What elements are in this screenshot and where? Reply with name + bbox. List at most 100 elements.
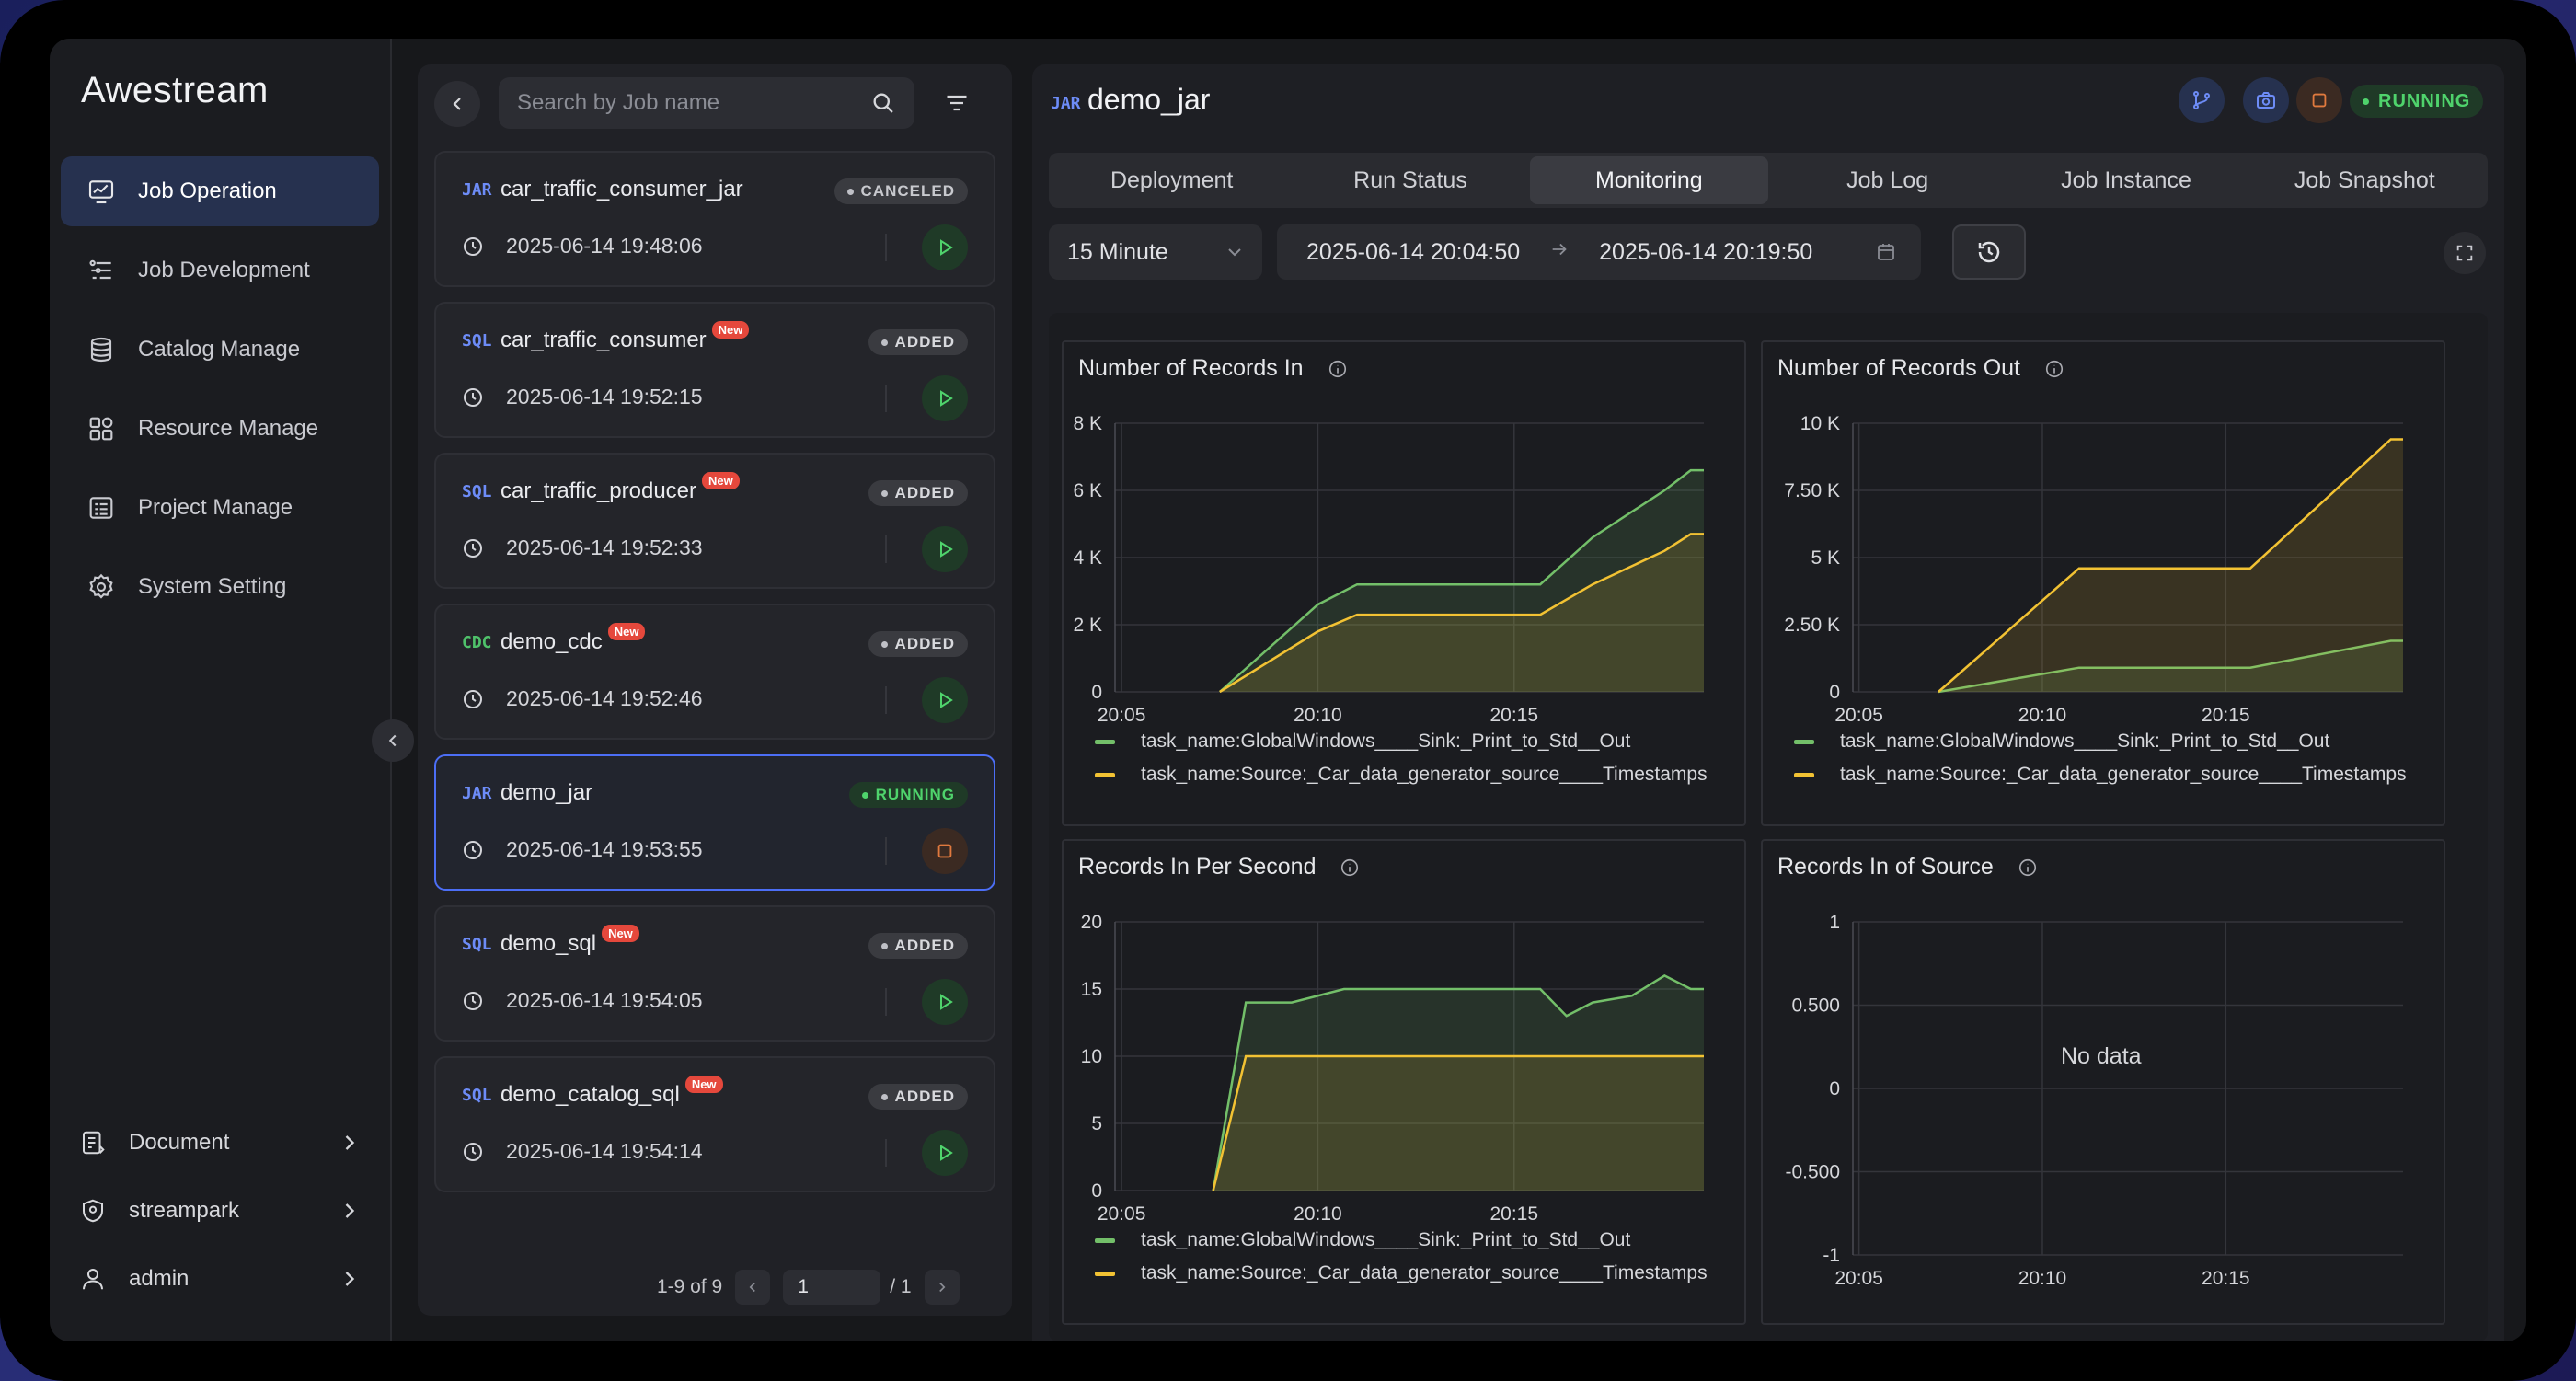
sidebar-item-document[interactable]: Document	[77, 1117, 362, 1168]
legend-item[interactable]: task_name:GlobalWindows____Sink:_Print_t…	[1095, 731, 1739, 753]
clock-icon	[464, 689, 482, 708]
database-icon	[85, 333, 118, 366]
start-job-button[interactable]	[922, 375, 968, 421]
series-area	[1213, 1056, 1704, 1191]
y-tick-label: 0	[1091, 682, 1102, 703]
tab-job-instance[interactable]: Job Instance	[2061, 167, 2191, 193]
job-name[interactable]: car_traffic_consumer New	[500, 321, 750, 353]
expand-icon	[2456, 245, 2473, 261]
divider	[885, 837, 887, 865]
sidebar-item-system-setting[interactable]: System Setting	[61, 552, 379, 622]
divider	[885, 535, 887, 563]
job-name[interactable]: demo_cdc New	[500, 623, 646, 655]
branch-button[interactable]	[2179, 77, 2225, 123]
sidebar-item-resource-manage[interactable]: Resource Manage	[61, 394, 379, 464]
legend-label: task_name:Source:_Car_data_generator_sou…	[1840, 764, 2407, 785]
filter-button[interactable]	[938, 85, 975, 121]
history-button[interactable]	[1952, 224, 2026, 280]
grid-icon	[85, 412, 118, 445]
series-line	[1938, 639, 2403, 694]
job-card[interactable]: JAR demo_jar RUNNING 2025-06-14 19:53:55	[434, 754, 995, 891]
chart-title: Records In Per Second	[1078, 854, 1360, 880]
sidebar-item-admin[interactable]: admin	[77, 1253, 362, 1305]
sidebar-item-label: Catalog Manage	[138, 337, 301, 362]
start-job-button[interactable]	[922, 526, 968, 572]
job-card[interactable]: CDC demo_cdc New ADDED 2025-06-14 19:52:46	[434, 604, 995, 740]
info-icon[interactable]	[1328, 359, 1348, 379]
sidebar-item-label: Resource Manage	[138, 416, 319, 441]
job-card[interactable]: SQL demo_sql New ADDED 2025-06-14 19:54:05	[434, 905, 995, 1042]
job-card[interactable]: JAR car_traffic_consumer_jar CANCELED 2025-…	[434, 151, 995, 287]
job-name[interactable]: demo_sql New	[500, 925, 639, 957]
tab-job-log[interactable]: Job Log	[1846, 167, 1929, 193]
job-time-text: 2025-06-14 19:52:15	[506, 385, 703, 409]
new-badge: New	[602, 925, 639, 942]
search-icon[interactable]	[870, 90, 896, 116]
legend-item[interactable]: task_name:GlobalWindows____Sink:_Print_t…	[1794, 731, 2438, 753]
chevron-left-icon	[388, 734, 397, 747]
legend-item[interactable]: task_name:Source:_Car_data_generator_sou…	[1095, 764, 1739, 786]
y-tick-label: 0	[1829, 682, 1840, 703]
series-line	[1938, 438, 2403, 693]
back-button[interactable]	[434, 81, 480, 127]
legend-swatch	[1095, 772, 1115, 777]
y-tick-label: 6 K	[1073, 480, 1102, 501]
chevron-right-icon	[345, 1203, 355, 1218]
job-name[interactable]: car_traffic_producer New	[500, 472, 740, 504]
start-date[interactable]: 2025-06-14 20:04:50	[1306, 238, 1521, 265]
fullscreen-button[interactable]	[2444, 232, 2486, 274]
stop-job-button[interactable]	[922, 828, 968, 874]
tab-run-status[interactable]: Run Status	[1353, 167, 1467, 193]
sidebar-item-job-operation[interactable]: Job Operation	[61, 156, 379, 226]
legend-item[interactable]: task_name:Source:_Car_data_generator_sou…	[1794, 764, 2438, 786]
page-number-input[interactable]: 1	[783, 1270, 881, 1305]
legend-item[interactable]: task_name:GlobalWindows____Sink:_Print_t…	[1095, 1229, 1739, 1251]
end-date[interactable]: 2025-06-14 20:19:50	[1599, 238, 1813, 265]
job-type-tag: SQL	[462, 935, 492, 954]
job-card[interactable]: SQL car_traffic_producer New ADDED 2025-06-1…	[434, 453, 995, 589]
job-name[interactable]: demo_catalog_sql New	[500, 1076, 723, 1108]
y-tick-label: 0.500	[1791, 995, 1840, 1017]
start-job-button[interactable]	[922, 677, 968, 723]
tab-deployment[interactable]: Deployment	[1110, 167, 1234, 193]
x-tick-label: 20:05	[1098, 705, 1146, 726]
snapshot-button[interactable]	[2243, 77, 2289, 123]
legend-label: task_name:Source:_Car_data_generator_sou…	[1141, 764, 1708, 785]
job-name-text: demo_sql	[500, 931, 597, 956]
date-range-picker[interactable]: 2025-06-14 20:04:50 2025-06-14 20:19:50	[1277, 224, 1921, 280]
chart-card: Records In Per Second 0 5 10 15 20 20:05 20:10 2…	[1062, 839, 1746, 1325]
status-dot	[880, 942, 888, 949]
sidebar-item-streampark[interactable]: streampark	[77, 1185, 362, 1237]
job-card[interactable]: SQL demo_catalog_sql New ADDED 2025-06-14 19…	[434, 1056, 995, 1192]
info-icon[interactable]	[1340, 857, 1360, 878]
sidebar-item-catalog-manage[interactable]: Catalog Manage	[61, 315, 379, 385]
legend-label: task_name:Source:_Car_data_generator_sou…	[1141, 1262, 1708, 1283]
legend-swatch	[1794, 739, 1814, 744]
search-input[interactable]	[517, 90, 870, 116]
info-icon[interactable]	[2044, 359, 2064, 379]
stop-job-button[interactable]	[2296, 77, 2342, 123]
x-tick-label: 20:10	[2018, 705, 2067, 726]
pagination-summary: 1-9 of 9	[657, 1276, 723, 1297]
job-name[interactable]: car_traffic_consumer_jar	[500, 177, 743, 202]
legend-item[interactable]: task_name:Source:_Car_data_generator_sou…	[1095, 1262, 1739, 1284]
start-job-button[interactable]	[922, 1130, 968, 1176]
info-icon[interactable]	[2018, 857, 2038, 878]
sidebar-item-job-development[interactable]: Job Development	[61, 236, 379, 305]
start-job-button[interactable]	[922, 224, 968, 270]
status-text: CANCELED	[860, 182, 955, 200]
job-status-text: RUNNING	[2378, 90, 2471, 111]
tab-job-snapshot[interactable]: Job Snapshot	[2294, 167, 2435, 193]
prev-page-button[interactable]	[735, 1270, 771, 1305]
sidebar-item-project-manage[interactable]: Project Manage	[61, 473, 379, 543]
time-range-select[interactable]: 15 Minute	[1049, 224, 1262, 280]
job-time-text: 2025-06-14 19:52:46	[506, 686, 703, 710]
job-name[interactable]: demo_jar	[500, 780, 592, 806]
tab-monitoring[interactable]: Monitoring	[1529, 156, 1768, 204]
job-name-text: car_traffic_consumer_jar	[500, 177, 743, 201]
stop-icon	[937, 844, 952, 858]
job-card[interactable]: SQL car_traffic_consumer New ADDED 2025-06-1…	[434, 302, 995, 438]
start-job-button[interactable]	[922, 979, 968, 1025]
next-page-button[interactable]	[924, 1270, 960, 1305]
collapse-sidebar-button[interactable]	[372, 719, 414, 762]
